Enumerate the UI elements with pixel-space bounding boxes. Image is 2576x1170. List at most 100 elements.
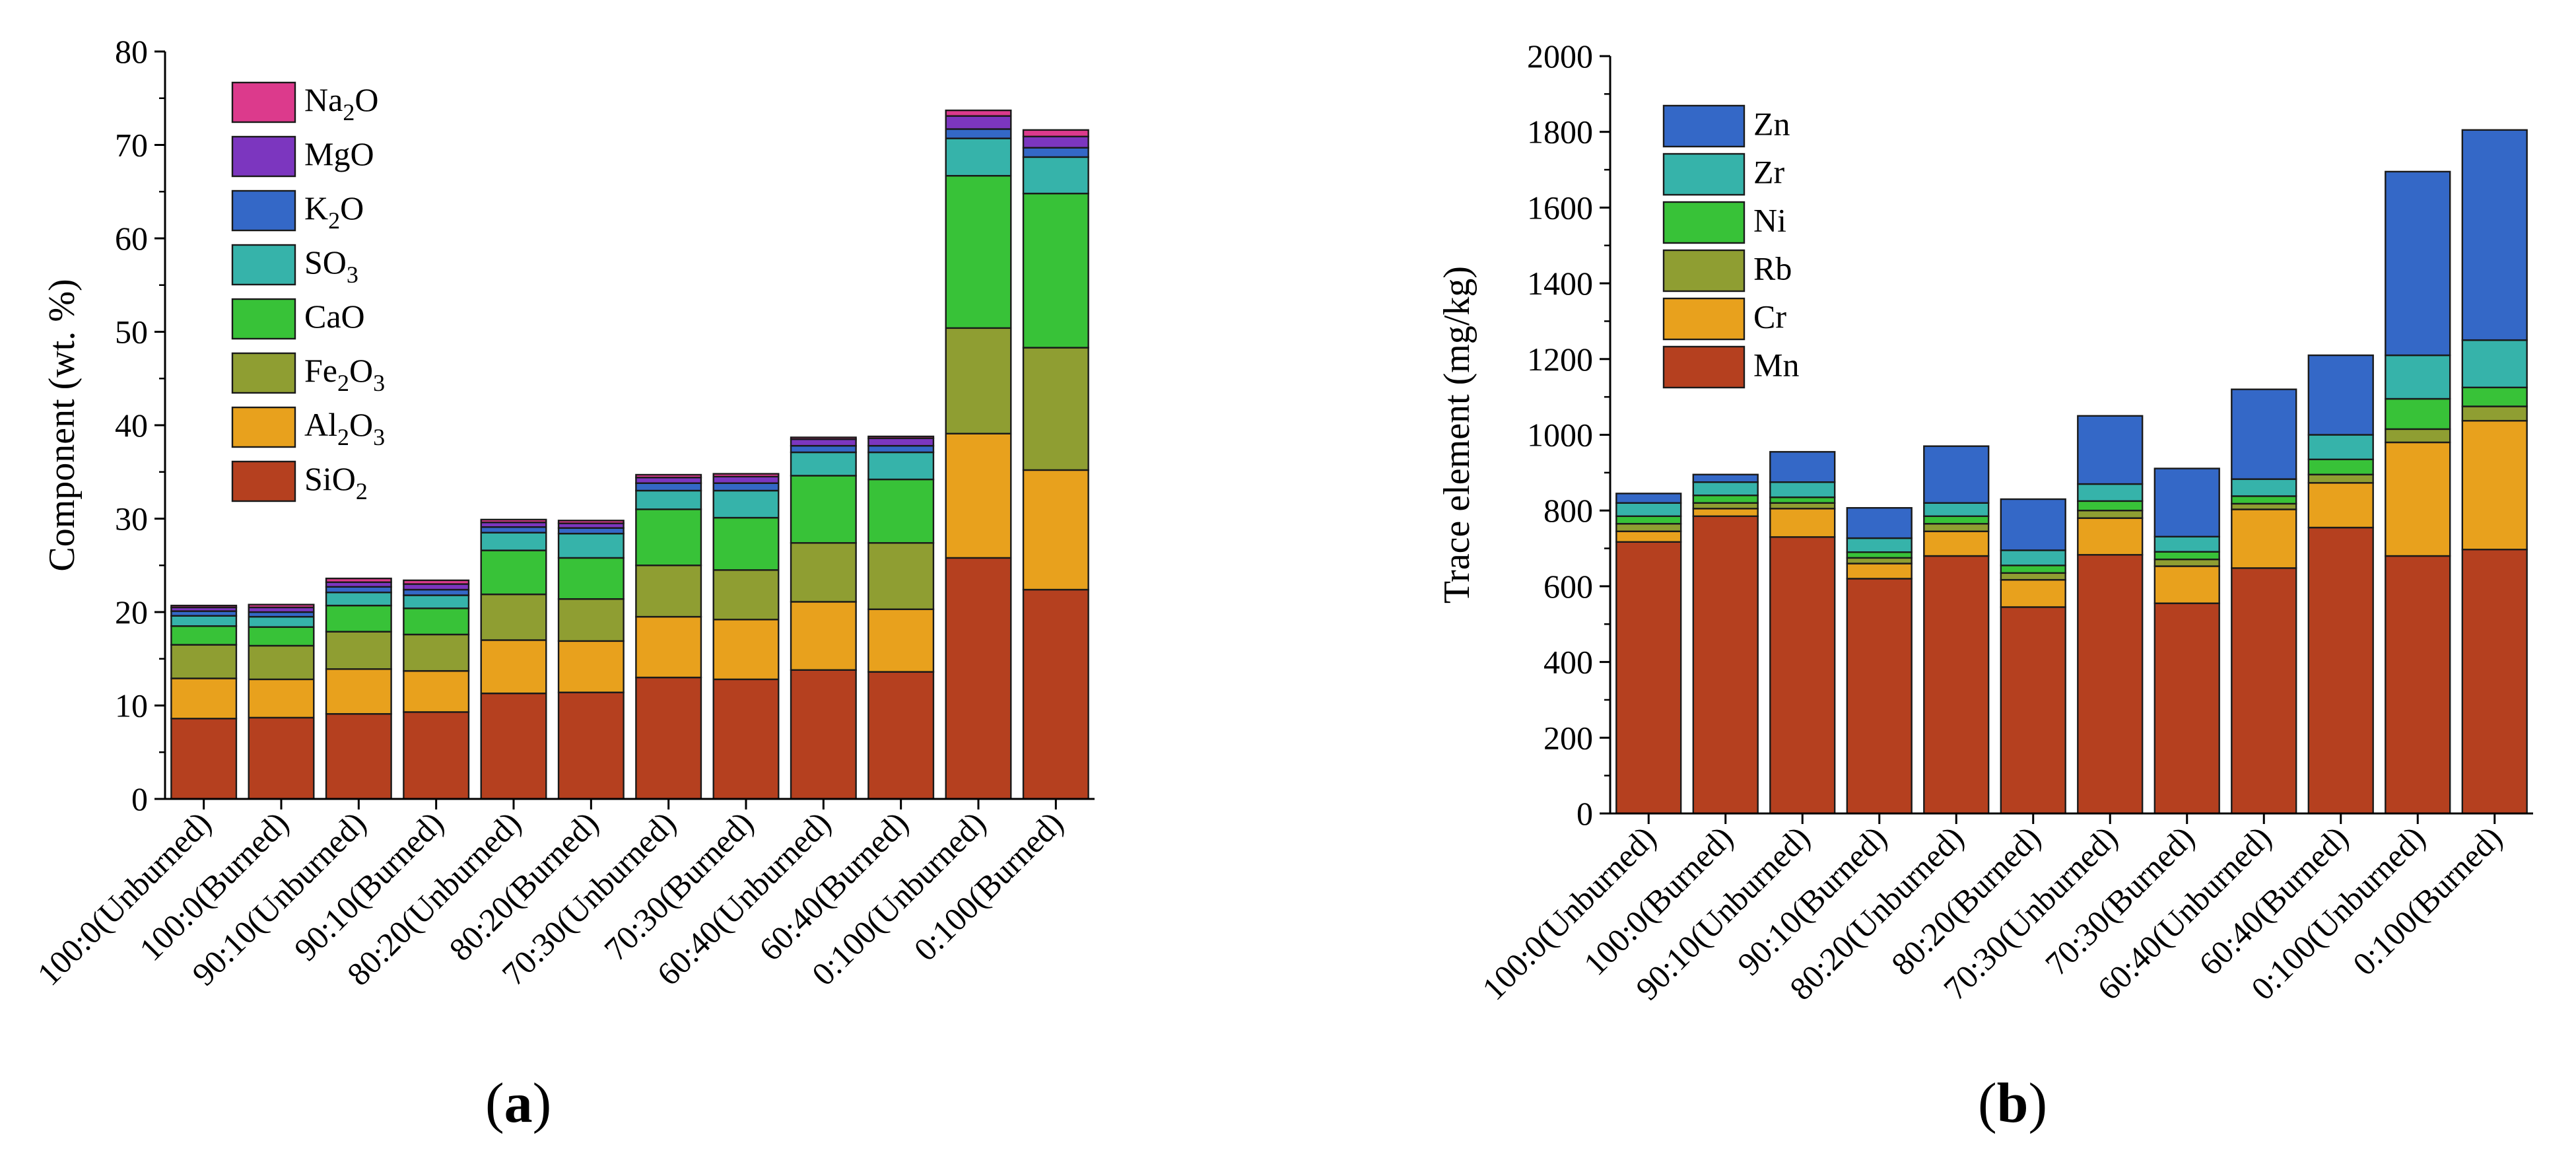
bar-segment-SO3-10	[945, 137, 1012, 177]
legend-label-Al2O3: Al2O3	[304, 406, 385, 450]
bar-segment-Rb-0	[1615, 523, 1682, 532]
bar-segment-SO3-9	[867, 451, 935, 481]
bar-segment-Rb-10	[2385, 428, 2451, 444]
bar-segment-SiO2-7	[712, 678, 780, 800]
bar-segment-MgO-6	[635, 477, 702, 484]
legend-label-CaO: CaO	[304, 298, 365, 335]
bar-segment-Zr-3	[1846, 537, 1913, 553]
bar-segment-Fe2O3-1	[248, 644, 315, 681]
bar-segment-Cr-1	[1692, 508, 1759, 518]
bar-segment-Zr-7	[2153, 535, 2220, 553]
bar-segment-CaO-2	[325, 604, 392, 633]
bar-segment-Ni-11	[2461, 386, 2528, 407]
bar-segment-SiO2-1	[248, 716, 315, 800]
bar-segment-Na2O-7	[712, 473, 780, 478]
bar-segment-K2O-6	[635, 482, 702, 492]
legend-swatch-Fe2O3	[231, 352, 296, 394]
legend-label-SiO2: SiO2	[304, 460, 368, 504]
bar-segment-Zn-9	[2307, 354, 2374, 436]
bar-segment-K2O-5	[557, 527, 625, 535]
bar-segment-Zn-4	[1923, 445, 1990, 504]
bar-segment-Fe2O3-4	[480, 593, 547, 641]
legend-label-K2O: K2O	[304, 189, 364, 234]
bar-segment-SO3-0	[170, 615, 238, 627]
bar-segment-CaO-9	[867, 478, 935, 544]
bar-segment-Mn-0	[1615, 541, 1682, 815]
bar-segment-Cr-10	[2385, 441, 2451, 557]
legend-label-Na2O: Na2O	[304, 81, 378, 125]
bar-segment-Fe2O3-7	[712, 569, 780, 621]
bar-segment-SiO2-3	[403, 711, 470, 800]
y-tick-label: 70	[115, 127, 148, 164]
bar-segment-Zn-0	[1615, 493, 1682, 504]
figure-b: 0 200 400 600 800 1000 1200 1400 1600 1800 2000 100…	[1288, 0, 2576, 1170]
bar-segment-Ni-3	[1846, 551, 1913, 559]
bar-segment-Al2O3-1	[248, 678, 315, 719]
bar-segment-Cr-7	[2153, 565, 2220, 604]
bar-segment-Na2O-6	[635, 473, 702, 479]
bar-segment-Na2O-2	[325, 577, 392, 583]
bar-segment-Cr-5	[2000, 578, 2066, 608]
bar-segment-K2O-2	[325, 586, 392, 594]
bar-segment-CaO-4	[480, 549, 547, 596]
y-tick-label: 60	[115, 220, 148, 257]
bar-segment-Zn-5	[2000, 498, 2066, 551]
legend-label-SO3: SO3	[304, 244, 358, 288]
bar-segment-Fe2O3-2	[325, 631, 392, 670]
bar-segment-Al2O3-8	[790, 601, 857, 671]
bar-segment-Na2O-11	[1022, 129, 1089, 137]
legend-swatch-Ni	[1662, 201, 1746, 244]
legend-swatch-SO3	[231, 244, 296, 286]
bar-segment-K2O-4	[480, 526, 547, 533]
y-tick-label: 50	[115, 314, 148, 351]
y-tick-label: 200	[1543, 719, 1593, 756]
bar-segment-Al2O3-9	[867, 608, 935, 673]
bar-segment-Zn-2	[1769, 451, 1836, 483]
bar-segment-Al2O3-11	[1022, 469, 1089, 591]
bar-segment-Al2O3-7	[712, 619, 780, 681]
bar-segment-Ni-10	[2385, 397, 2451, 430]
bar-segment-Fe2O3-8	[790, 542, 857, 603]
y-axis-label: Component (wt. %)	[42, 279, 83, 571]
legend-swatch-Zr	[1662, 153, 1746, 196]
bar-segment-Rb-9	[2307, 473, 2374, 484]
legend-swatch-Rb	[1662, 249, 1746, 292]
y-tick-label: 1400	[1527, 265, 1593, 302]
bar-segment-SO3-3	[403, 594, 470, 609]
bar-segment-Mn-11	[2461, 549, 2528, 815]
bar-segment-Na2O-4	[480, 518, 547, 524]
legend-label-Rb: Rb	[1753, 250, 1792, 287]
y-tick-label: 1800	[1527, 114, 1593, 151]
bar-segment-Rb-8	[2231, 502, 2297, 510]
bar-segment-Al2O3-5	[557, 640, 625, 693]
y-tick-label: 800	[1543, 492, 1593, 529]
bar-segment-Zr-9	[2307, 434, 2374, 460]
bar-segment-Rb-7	[2153, 558, 2220, 567]
bar-segment-SiO2-4	[480, 692, 547, 800]
legend-swatch-Mn	[1662, 345, 1746, 389]
bar-segment-SO3-1	[248, 615, 315, 628]
bar-segment-Fe2O3-10	[945, 327, 1012, 434]
bar-segment-MgO-8	[790, 438, 857, 447]
bar-segment-Cr-6	[2077, 517, 2144, 556]
bar-segment-Cr-0	[1615, 530, 1682, 543]
bar-segment-K2O-11	[1022, 147, 1089, 158]
bar-segment-Mn-1	[1692, 515, 1759, 815]
legend-label-Ni: Ni	[1753, 202, 1786, 239]
bar-segment-Zr-6	[2077, 483, 2144, 502]
bar-segment-Al2O3-4	[480, 639, 547, 695]
legend-label-Cr: Cr	[1753, 298, 1786, 335]
legend-label-Mn: Mn	[1753, 347, 1799, 384]
bar-segment-SO3-2	[325, 592, 392, 607]
bar-segment-Mn-7	[2153, 602, 2220, 815]
bar-segment-Fe2O3-0	[170, 644, 238, 679]
bar-segment-SO3-6	[635, 489, 702, 510]
bar-segment-Zn-3	[1846, 506, 1913, 539]
y-tick-label: 1600	[1527, 189, 1593, 226]
bar-segment-Zn-8	[2231, 388, 2297, 480]
bar-segment-SiO2-11	[1022, 588, 1089, 800]
bar-segment-SO3-7	[712, 489, 780, 519]
y-tick-label: 2000	[1527, 38, 1593, 75]
bar-segment-SO3-8	[790, 451, 857, 477]
bar-segment-SO3-11	[1022, 156, 1089, 195]
